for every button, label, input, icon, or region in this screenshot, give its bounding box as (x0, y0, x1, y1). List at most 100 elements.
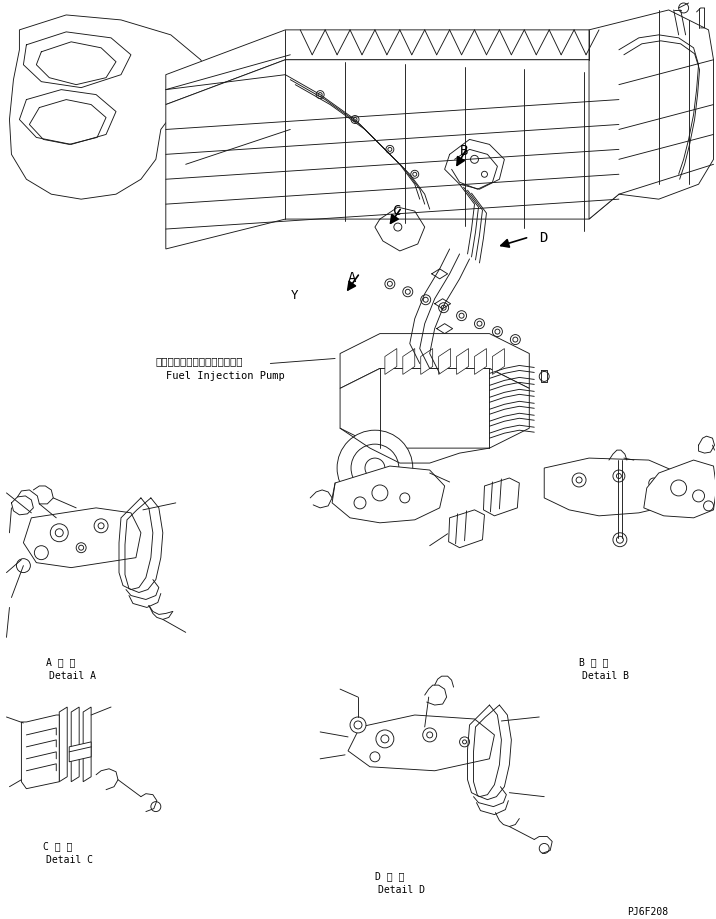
Circle shape (649, 478, 659, 488)
Circle shape (318, 93, 322, 96)
Polygon shape (69, 742, 91, 762)
Polygon shape (457, 348, 468, 374)
Text: D: D (539, 231, 548, 245)
Circle shape (394, 223, 402, 231)
Polygon shape (449, 510, 485, 548)
Circle shape (613, 533, 627, 547)
Polygon shape (59, 707, 67, 782)
Circle shape (457, 311, 467, 321)
Circle shape (381, 735, 389, 743)
Circle shape (539, 371, 549, 381)
Polygon shape (385, 348, 397, 374)
Circle shape (316, 91, 324, 98)
Circle shape (405, 289, 410, 294)
Circle shape (151, 801, 161, 811)
Circle shape (463, 740, 467, 743)
Circle shape (470, 155, 478, 164)
Polygon shape (166, 30, 619, 105)
Circle shape (539, 844, 549, 854)
Circle shape (354, 497, 366, 509)
Circle shape (403, 287, 412, 297)
Circle shape (350, 717, 366, 733)
Polygon shape (332, 466, 445, 523)
Circle shape (412, 172, 417, 176)
Circle shape (481, 171, 488, 177)
Polygon shape (493, 348, 504, 374)
Text: Detail B: Detail B (582, 671, 629, 681)
Polygon shape (9, 15, 216, 199)
Circle shape (704, 501, 714, 511)
Text: C: C (393, 204, 401, 218)
Polygon shape (24, 508, 141, 568)
Polygon shape (340, 334, 529, 389)
Circle shape (370, 752, 380, 762)
Circle shape (459, 313, 464, 318)
Text: A: A (348, 271, 357, 285)
Circle shape (98, 523, 104, 528)
Circle shape (613, 470, 625, 482)
Circle shape (475, 319, 485, 329)
Circle shape (421, 295, 431, 305)
Circle shape (94, 519, 108, 533)
Circle shape (423, 297, 428, 302)
Polygon shape (421, 348, 432, 374)
Text: B 詳 細: B 詳 細 (579, 657, 609, 667)
Text: C 詳 細: C 詳 細 (44, 842, 73, 852)
Text: フェルインジェクションポンプ: フェルインジェクションポンプ (156, 357, 243, 367)
Circle shape (572, 473, 586, 487)
Text: Fuel Injection Pump: Fuel Injection Pump (166, 371, 284, 381)
Text: Detail A: Detail A (49, 671, 96, 681)
Polygon shape (483, 478, 519, 516)
Circle shape (16, 559, 30, 573)
Circle shape (351, 444, 399, 492)
Polygon shape (340, 369, 529, 448)
Text: Y: Y (290, 289, 298, 301)
Circle shape (511, 335, 521, 345)
Polygon shape (166, 60, 619, 249)
Polygon shape (475, 348, 486, 374)
Circle shape (460, 737, 470, 747)
Circle shape (477, 321, 482, 326)
Circle shape (679, 3, 689, 13)
Circle shape (34, 546, 48, 560)
Circle shape (337, 430, 412, 505)
Circle shape (616, 537, 624, 543)
Polygon shape (439, 348, 450, 374)
Text: PJ6F208: PJ6F208 (627, 907, 668, 917)
Circle shape (616, 473, 621, 479)
Polygon shape (589, 10, 714, 219)
Circle shape (353, 118, 357, 121)
Circle shape (76, 543, 86, 552)
Circle shape (495, 329, 500, 335)
Polygon shape (348, 715, 495, 771)
Circle shape (55, 528, 63, 537)
Circle shape (354, 721, 362, 729)
Text: B: B (460, 144, 468, 158)
Circle shape (372, 485, 388, 501)
Circle shape (671, 480, 687, 496)
Circle shape (411, 170, 419, 178)
Circle shape (386, 145, 394, 153)
Circle shape (351, 116, 359, 123)
Circle shape (365, 458, 385, 478)
Circle shape (385, 278, 395, 289)
Circle shape (388, 147, 392, 152)
Text: Detail C: Detail C (47, 856, 93, 866)
Polygon shape (21, 715, 59, 789)
Circle shape (439, 302, 449, 312)
Circle shape (376, 730, 394, 748)
Polygon shape (71, 707, 79, 782)
Circle shape (400, 493, 410, 503)
Circle shape (427, 732, 432, 738)
Circle shape (652, 481, 656, 485)
Circle shape (513, 337, 518, 342)
Text: D 詳 細: D 詳 細 (375, 871, 405, 881)
Circle shape (79, 545, 84, 550)
Circle shape (576, 477, 582, 483)
Text: Detail D: Detail D (378, 885, 425, 895)
Circle shape (692, 490, 705, 502)
Polygon shape (644, 460, 716, 517)
Circle shape (441, 305, 446, 311)
Polygon shape (403, 348, 415, 374)
Circle shape (422, 728, 437, 742)
